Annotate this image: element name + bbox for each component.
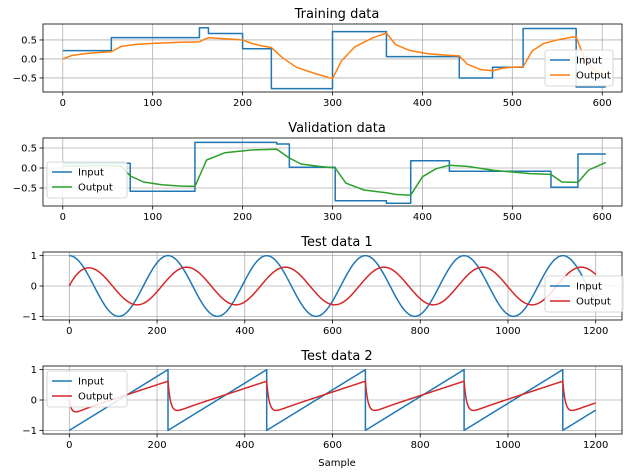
y-tick-label: −1 <box>22 312 37 323</box>
y-tick-label: −0.5 <box>13 184 37 195</box>
y-tick-label: 1 <box>31 251 37 262</box>
legend-box <box>544 275 624 313</box>
x-tick-label: 100 <box>143 212 162 223</box>
legend-label: Input <box>576 282 602 293</box>
y-tick-label: 0.5 <box>21 144 37 155</box>
x-tick-label: 1200 <box>583 440 608 451</box>
y-tick-label: 0.0 <box>21 164 37 175</box>
legend-label: Output <box>78 183 113 194</box>
series-line-output <box>68 380 596 413</box>
y-tick-label: −1 <box>22 426 37 437</box>
x-tick-label: 300 <box>323 98 342 109</box>
panel-title: Test data 1 <box>300 235 372 250</box>
x-tick-label: 0 <box>60 98 66 109</box>
series-line-input <box>68 368 597 432</box>
legend-label: Input <box>576 56 602 67</box>
x-tick-label: 500 <box>503 212 522 223</box>
legend-label: Output <box>78 392 113 403</box>
series-line-output <box>62 32 607 80</box>
y-tick-label: 0.0 <box>21 54 37 65</box>
panel-test-1: Test data 1 0 200 400 600 800 1000 1200 −1 0 1 Inp… <box>22 235 624 337</box>
x-tick-label: 600 <box>593 212 612 223</box>
x-tick-label: 600 <box>323 440 342 451</box>
panel-title: Validation data <box>288 121 386 136</box>
x-tick-label: 200 <box>233 212 252 223</box>
legend: Input Output <box>46 161 128 199</box>
x-tick-label: 300 <box>323 212 342 223</box>
x-tick-label: 200 <box>233 98 252 109</box>
x-tick-label: 800 <box>411 326 430 337</box>
series-line-output <box>62 148 607 196</box>
x-tick-label: 600 <box>593 98 612 109</box>
y-tick-label: 1 <box>31 365 37 376</box>
legend-label: Output <box>576 71 611 82</box>
panel-title: Training data <box>294 7 380 22</box>
x-tick-label: 400 <box>235 440 254 451</box>
x-tick-label: 400 <box>413 212 432 223</box>
x-tick-label: 0 <box>66 326 72 337</box>
x-tick-label: 200 <box>147 440 166 451</box>
legend: Input Output <box>46 370 128 408</box>
x-tick-label: 500 <box>503 98 522 109</box>
legend-label: Output <box>576 297 611 308</box>
y-tick-label: −0.5 <box>13 73 37 84</box>
series-line-input <box>69 254 597 318</box>
x-tick-label: 100 <box>143 98 162 109</box>
x-tick-label: 200 <box>147 326 166 337</box>
x-tick-label: 1000 <box>495 440 520 451</box>
panel-title: Test data 2 <box>300 349 372 364</box>
series-line-input <box>62 141 606 204</box>
x-tick-label: 0 <box>60 212 66 223</box>
x-axis-label: Sample <box>318 458 356 469</box>
y-tick-label: 0.5 <box>21 35 37 46</box>
legend-box <box>46 161 128 199</box>
legend-label: Input <box>78 377 104 388</box>
legend-box <box>544 49 614 87</box>
series-line-input <box>62 27 606 90</box>
legend-box <box>46 370 128 408</box>
y-tick-label: 0 <box>31 282 37 293</box>
panel-training: Training data 0 100 200 300 400 500 600 −0.5 0.0… <box>13 7 623 109</box>
x-tick-label: 1200 <box>583 326 608 337</box>
x-tick-label: 1000 <box>495 326 520 337</box>
x-tick-label: 0 <box>66 440 72 451</box>
y-tick-label: 0 <box>31 396 37 407</box>
panel-test-2: Test data 2 Sample 0 200 400 600 800 1000 1200… <box>22 349 623 469</box>
legend: Input Output <box>544 275 624 313</box>
x-tick-label: 800 <box>411 440 430 451</box>
x-tick-label: 600 <box>323 326 342 337</box>
x-tick-label: 400 <box>413 98 432 109</box>
x-tick-label: 400 <box>235 326 254 337</box>
legend: Input Output <box>544 49 614 87</box>
panel-validation: Validation data 0 100 200 300 400 500 600 −0.5 0… <box>13 121 623 223</box>
legend-label: Input <box>78 168 104 179</box>
series-line-output <box>68 266 597 306</box>
